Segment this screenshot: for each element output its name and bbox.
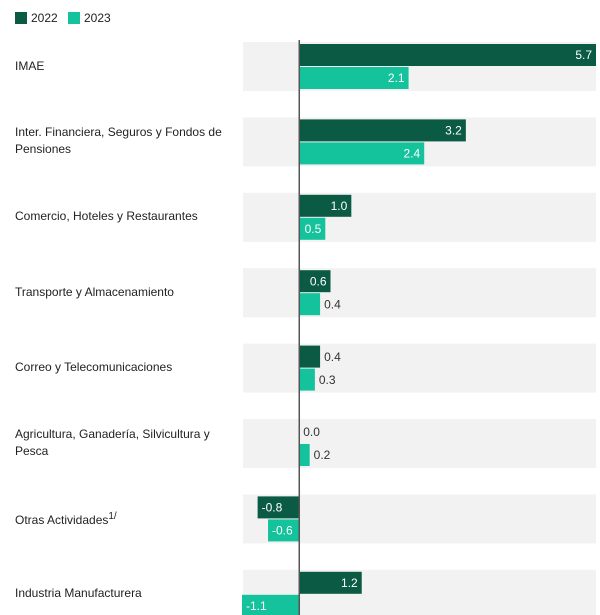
category-name: Agricultura, Ganadería, Silvicultura y P… <box>15 427 210 458</box>
value-label: -1.1 <box>246 599 267 613</box>
category-name: Inter. Financiera, Seguros y Fondos de P… <box>15 125 222 157</box>
category-name: Transporte y Almacenamiento <box>15 284 174 299</box>
value-label: -0.8 <box>262 501 283 515</box>
bar <box>299 217 326 240</box>
category-name: IMAE <box>15 58 45 73</box>
bar <box>299 368 315 391</box>
bar <box>299 194 352 217</box>
bar <box>242 594 300 615</box>
value-label: 2.1 <box>388 71 405 85</box>
category-name: Comercio, Hoteles y Restaurantes <box>15 209 198 224</box>
category-band <box>243 494 596 544</box>
bar <box>299 444 310 466</box>
category-band <box>243 268 596 318</box>
legend-swatch <box>68 12 80 24</box>
bar <box>299 571 362 594</box>
value-label: -0.6 <box>272 524 293 538</box>
legend-label: 2022 <box>31 11 58 25</box>
value-label: 0.0 <box>303 425 320 439</box>
category-label: Agricultura, Ganadería, Silvicultura y P… <box>15 417 241 469</box>
category-name: Industria Manufacturera <box>15 586 142 601</box>
category-band <box>243 192 596 242</box>
category-label: Transporte y Almacenamiento <box>15 266 241 318</box>
legend-swatch <box>15 12 27 24</box>
value-label: 1.2 <box>341 576 358 590</box>
category-label-box: Comercio, Hoteles y Restaurantes <box>15 191 241 243</box>
category-label-box: Inter. Financiera, Seguros y Fondos de P… <box>15 115 241 167</box>
value-label: 0.4 <box>324 350 341 364</box>
value-label: 0.4 <box>324 297 341 311</box>
category-label-box: Industria Manufacturera <box>15 568 241 615</box>
bar <box>299 270 331 293</box>
bar <box>299 345 321 368</box>
bar <box>299 142 425 165</box>
legend-label: 2023 <box>84 11 111 25</box>
category-superscript: 1/ <box>108 510 117 522</box>
category-label: IMAE <box>15 40 241 92</box>
category-label: Industria Manufacturera <box>15 568 241 615</box>
bar <box>268 519 300 542</box>
category-label-box: Correo y Telecomunicaciones <box>15 342 241 394</box>
category-band <box>243 419 596 468</box>
category-label-box: IMAE <box>15 40 241 92</box>
bar <box>299 119 466 142</box>
value-label: 0.5 <box>305 222 322 236</box>
value-label: 0.6 <box>310 274 327 288</box>
bar <box>257 496 300 519</box>
category-name: Otras Actividades <box>15 512 109 527</box>
category-label: Comercio, Hoteles y Restaurantes <box>15 191 241 243</box>
value-label: 1.0 <box>331 199 348 213</box>
value-label: 2.4 <box>404 147 421 161</box>
category-label: Correo y Telecomunicaciones <box>15 342 241 394</box>
bar <box>299 67 409 89</box>
category-label-box: Agricultura, Ganadería, Silvicultura y P… <box>15 417 241 469</box>
value-label: 3.2 <box>445 124 462 138</box>
value-label: 0.2 <box>314 448 331 462</box>
category-band <box>243 343 596 393</box>
category-label: Otras Actividades1/ <box>15 492 241 544</box>
category-label: Inter. Financiera, Seguros y Fondos de P… <box>15 115 241 167</box>
category-label-box: Otras Actividades1/ <box>15 492 241 544</box>
bar <box>299 293 321 316</box>
category-label-box: Transporte y Almacenamiento <box>15 266 241 318</box>
value-label: 5.7 <box>575 48 592 62</box>
value-label: 0.3 <box>319 373 336 387</box>
category-name: Correo y Telecomunicaciones <box>15 360 173 375</box>
bar <box>299 44 596 66</box>
